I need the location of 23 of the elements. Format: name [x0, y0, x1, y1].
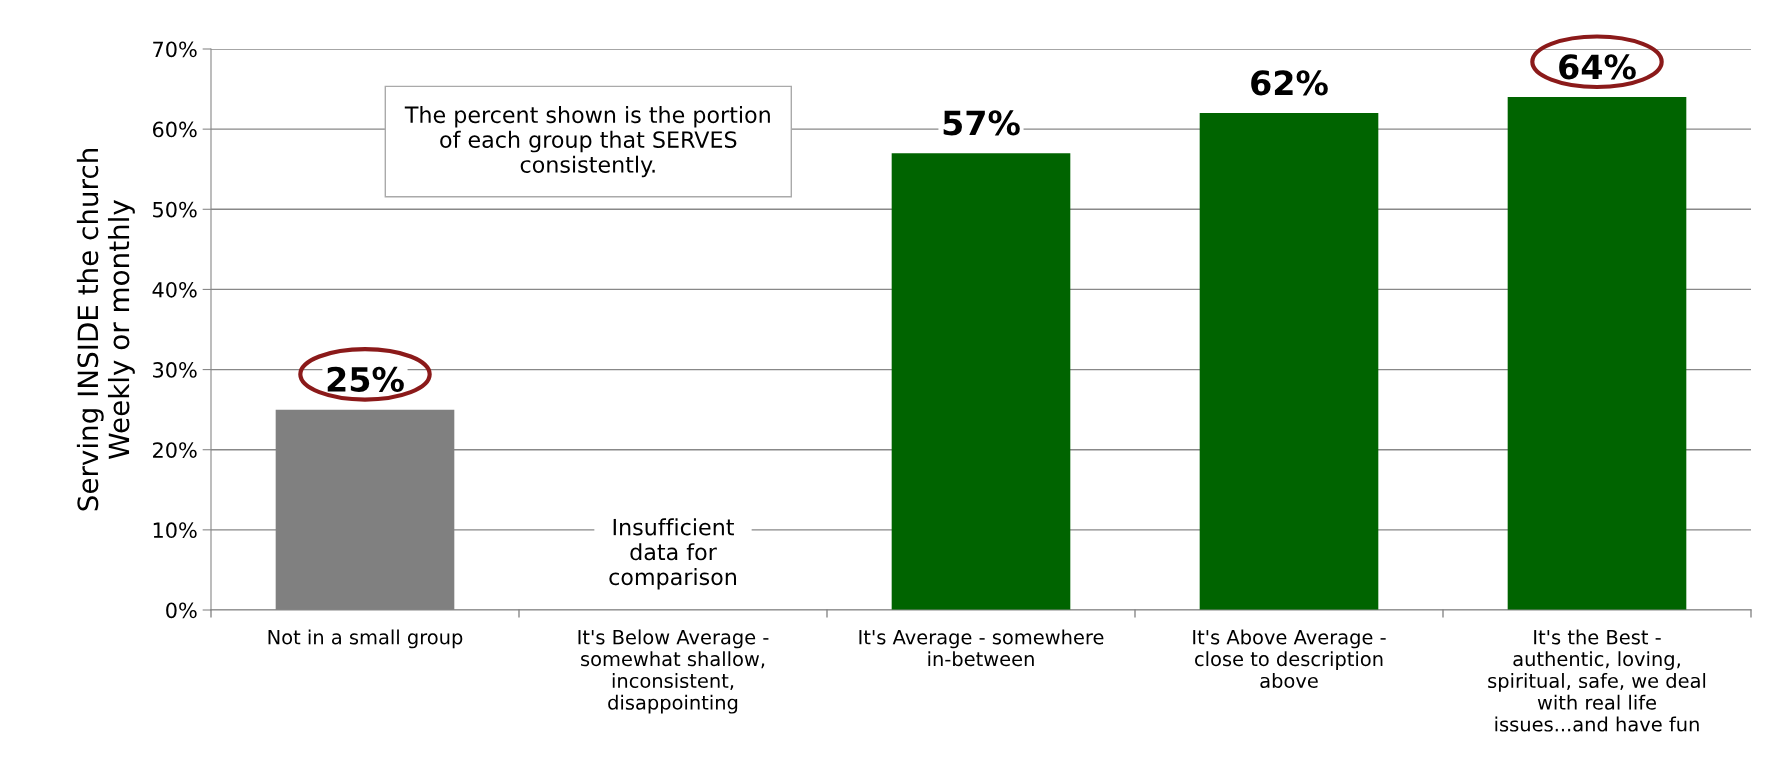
y-tick-label: 30%: [153, 362, 197, 378]
x-tick-label: It's the Best - authentic, loving, spiritual, safe, we deal with real life issues...and have fun: [1488, 629, 1706, 732]
bar: [891, 153, 1071, 610]
y-tick-label: 40%: [152, 281, 197, 298]
x-tick-label: Not in a small group: [268, 629, 463, 649]
y-tick-label: 60%: [152, 121, 197, 138]
data-label: 57%: [943, 110, 1020, 136]
data-label: 64%: [1559, 54, 1636, 80]
y-tick-label: 10%: [153, 522, 197, 539]
x-tick-label: It's Above Average - close to description above: [1193, 629, 1386, 689]
bar: [1507, 97, 1687, 610]
y-tick-label: 70%: [153, 41, 197, 58]
y-tick-label: 20%: [153, 442, 197, 458]
y-tick-label: 0%: [166, 602, 197, 619]
bar: [1199, 113, 1379, 610]
y-tick-label: 50%: [153, 201, 197, 218]
x-tick-label: It's Below Average - somewhat shallow, inconsistent, disappointing: [578, 629, 769, 714]
x-tick-label: It's Average - somewhere in-between: [859, 629, 1104, 667]
annotation: The percent shown is the portion of each group that SERVES consistently.: [404, 105, 770, 178]
data-label: 25%: [327, 366, 404, 392]
y-axis-title: Serving INSIDE the church Weekly or monthly: [76, 149, 135, 511]
data-label: 62%: [1251, 70, 1328, 96]
annotation: Insufficient data for comparison: [609, 518, 736, 590]
